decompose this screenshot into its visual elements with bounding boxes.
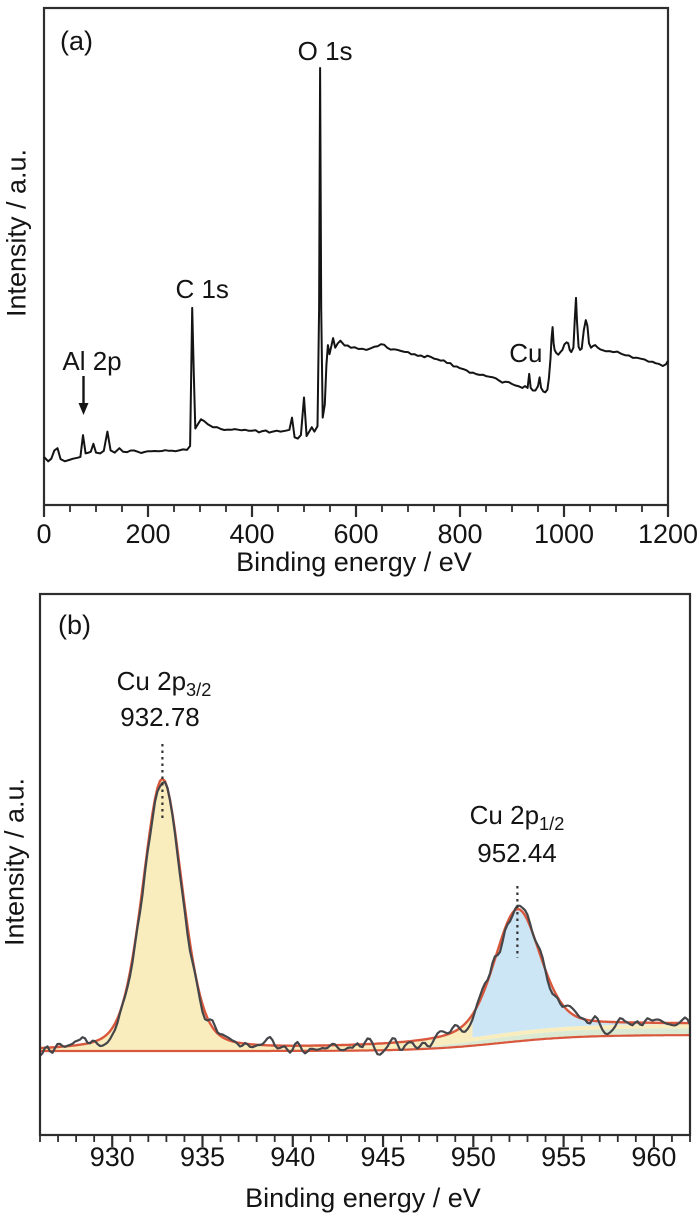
survey-plot: 0 200 400 600 800 1000 1200: [36, 6, 698, 549]
peak-label-cu2p12: Cu 2p1/2: [470, 800, 565, 835]
panel-a-label: (a): [60, 26, 93, 56]
survey-annotation-c-1s: C 1s: [175, 274, 229, 304]
x-tick-label: 955: [541, 1142, 586, 1172]
survey-spectrum-line: [43, 67, 669, 463]
cu2p-plot-clipped: [40, 777, 690, 1057]
x-tick-label: 800: [437, 519, 482, 549]
panel-a-xlabel: Binding energy / eV: [236, 547, 472, 577]
residual-band-fill: [130, 1024, 690, 1051]
x-tick-label: 200: [125, 519, 170, 549]
x-tick-label: 930: [90, 1142, 135, 1172]
panel-a-frame: [42, 6, 670, 507]
x-tick-label: 1200: [638, 519, 698, 549]
panel-b-ylabel: Intensity / a.u.: [0, 777, 30, 947]
x-tick-label: 950: [451, 1142, 496, 1172]
survey-annotation-o-1s: O 1s: [297, 36, 353, 66]
peak1-subscript: 3/2: [186, 680, 212, 701]
cu2p12-peak-fill: [382, 909, 690, 1046]
annotation-arrow-head: [78, 403, 89, 415]
cu2p32-peak-fill: [40, 778, 473, 1051]
x-tick-label: 960: [631, 1142, 676, 1172]
raw-data-line: [40, 780, 690, 1057]
x-tick-label: 400: [229, 519, 274, 549]
peak-value-cu2p12: 952.44: [477, 838, 557, 868]
peak2-subscript: 1/2: [539, 814, 565, 835]
peak-label-cu2p32: Cu 2p3/2: [117, 666, 212, 701]
panel-b-label: (b): [58, 610, 91, 640]
x-tick-label: 1000: [534, 519, 594, 549]
peak2-element: Cu 2p: [469, 800, 540, 830]
survey-annotation-cu: Cu: [509, 338, 543, 368]
panel-b-xlabel: Binding energy / eV: [245, 1183, 481, 1213]
panel-a-ylabel: Intensity / a.u.: [1, 148, 32, 318]
x-tick-label: 935: [180, 1142, 225, 1172]
cu2p-plot: 930 935 940 945 950 955 960: [38, 592, 692, 1172]
x-tick-label: 0: [36, 519, 51, 549]
peak1-element: Cu 2p: [116, 666, 187, 696]
survey-annotation-al-2p: Al 2p: [62, 346, 122, 376]
x-tick-label: 945: [361, 1142, 406, 1172]
x-tick-label: 940: [270, 1142, 315, 1172]
x-tick-label: 600: [333, 519, 378, 549]
peak-value-cu2p32: 932.78: [120, 702, 200, 732]
background-line: [40, 1034, 690, 1053]
